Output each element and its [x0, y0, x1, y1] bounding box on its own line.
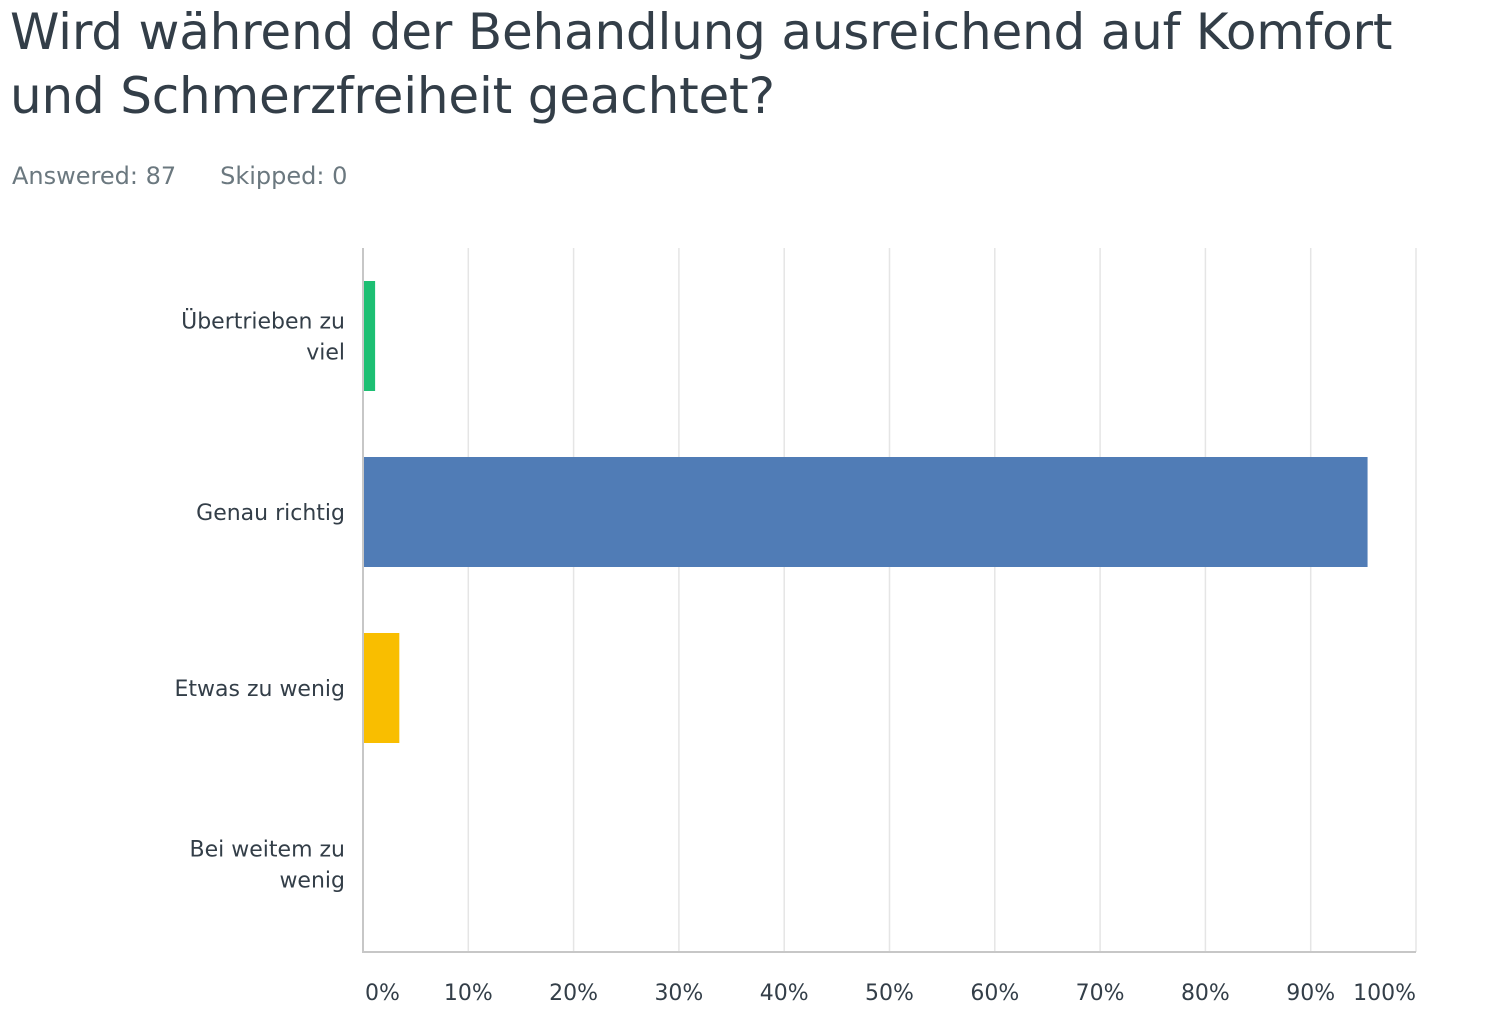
x-tick-label: 20% — [549, 981, 598, 1006]
bar — [364, 281, 376, 391]
category-label: Etwas zu wenig — [175, 677, 346, 702]
question-title: Wird während der Behandlung ausreichend … — [10, 3, 1393, 125]
category-label: Bei weitem zu — [190, 838, 345, 863]
x-tick-label: 80% — [1181, 981, 1230, 1006]
x-tick-label: 90% — [1286, 981, 1335, 1006]
category-label: viel — [306, 341, 345, 366]
response-stats: Answered: 87 Skipped: 0 — [12, 162, 347, 190]
x-tick-label: 0% — [365, 981, 400, 1006]
x-tick-label: 70% — [1076, 981, 1125, 1006]
answered-count: Answered: 87 — [12, 162, 177, 190]
x-tick-label: 60% — [970, 981, 1019, 1006]
x-tick-label: 40% — [760, 981, 809, 1006]
category-label: Übertrieben zu — [181, 309, 345, 335]
x-tick-label: 50% — [865, 981, 914, 1006]
skipped-count: Skipped: 0 — [220, 162, 348, 190]
bar — [364, 457, 1368, 567]
category-label: Genau richtig — [196, 501, 345, 526]
category-label: wenig — [279, 869, 345, 894]
x-tick-label: 10% — [444, 981, 493, 1006]
x-tick-label: 30% — [654, 981, 703, 1006]
x-tick-label: 100% — [1353, 981, 1416, 1006]
bar — [364, 633, 400, 743]
